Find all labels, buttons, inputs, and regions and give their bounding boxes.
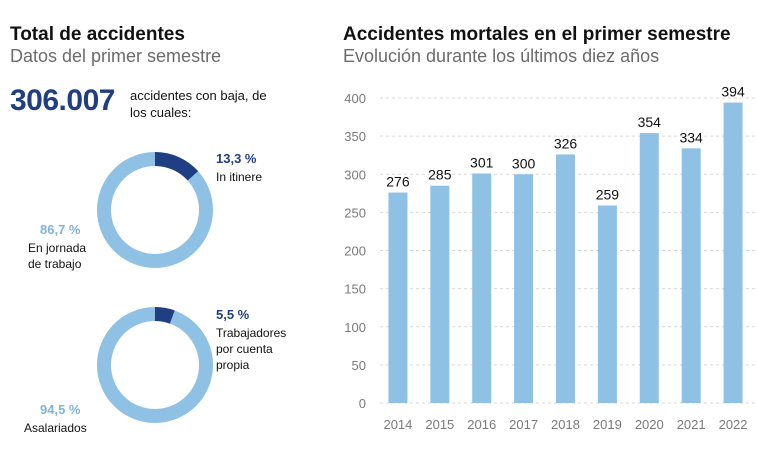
bar-2020 [639,133,659,403]
x-tick-label-2020: 2020 [635,417,664,432]
donut-accident-location [97,152,213,268]
bar-2022 [723,102,743,403]
x-tick-label-2017: 2017 [509,417,538,432]
chart-title: Accidentes mortales en el primer semestr… [343,24,731,45]
total-accidents-description: accidentes con baja, de los cuales: [130,88,267,120]
donut2-large-label: Asalariados [24,421,87,435]
x-tick-label-2019: 2019 [593,417,622,432]
donut2-large-segment [97,307,213,423]
donut2-large-pct: 94,5 % [40,402,81,417]
x-tick-label-2018: 2018 [551,417,580,432]
bar-layer [388,102,743,403]
x-tick-label-2014: 2014 [383,417,412,432]
donut2-small-pct: 5,5 % [216,307,250,322]
donut1-small-segment [97,152,213,268]
data-label-2021: 334 [679,129,703,145]
label-layer: 276 2014 285 2015 301 2016 300 2017 326 2018 259 20… [383,84,747,432]
bar-2019 [597,205,617,403]
total-accidents-value: 306.007 [10,84,115,117]
y-tick-label-200: 200 [344,244,366,259]
bar-2018 [556,154,575,403]
data-label-2017: 300 [512,155,536,171]
data-label-2016: 301 [470,154,494,170]
bar-chart-fatal-accidents: 0 50 100 150 200 250 300 350 400 276 2014 285 2015 3… [344,84,757,432]
y-tick-label-300: 300 [344,167,366,182]
donut1-small-pct: 13,3 % [216,151,257,166]
data-label-2014: 276 [386,174,410,190]
donut1-large-pct: 86,7 % [40,222,81,237]
donut1-large-label: En jornada de trabajo [28,241,87,271]
left-subtitle: Datos del primer semestre [10,46,222,66]
left-title: Total de accidentes [10,24,185,45]
data-label-2020: 354 [638,114,662,130]
bar-2014 [388,192,408,403]
y-tick-label-350: 350 [344,129,366,144]
donut1-small-label: In itinere [216,170,263,184]
x-tick-label-2016: 2016 [467,417,496,432]
bar-2017 [514,174,534,403]
donut2-small-segment [97,307,213,423]
x-tick-label-2015: 2015 [425,417,454,432]
y-tick-label-400: 400 [344,91,366,106]
data-label-2019: 259 [596,187,620,203]
y-tick-label-100: 100 [344,320,366,335]
y-tick-label-150: 150 [344,282,366,297]
chart-subtitle: Evolución durante los últimos diez años [343,46,660,66]
donut2-small-label: Trabajadores por cuenta propia [216,326,287,372]
data-label-2018: 326 [554,135,578,151]
data-label-2015: 285 [428,167,452,183]
donut-worker-type [97,307,213,423]
y-tick-label-250: 250 [344,205,366,220]
x-tick-label-2021: 2021 [677,417,706,432]
bar-2015 [430,185,450,403]
y-tick-label-50: 50 [352,358,366,373]
bar-2021 [681,148,701,403]
data-label-2022: 394 [721,84,745,100]
x-tick-label-2022: 2022 [719,417,748,432]
bar-2016 [472,173,492,403]
y-tick-label-0: 0 [359,396,366,411]
